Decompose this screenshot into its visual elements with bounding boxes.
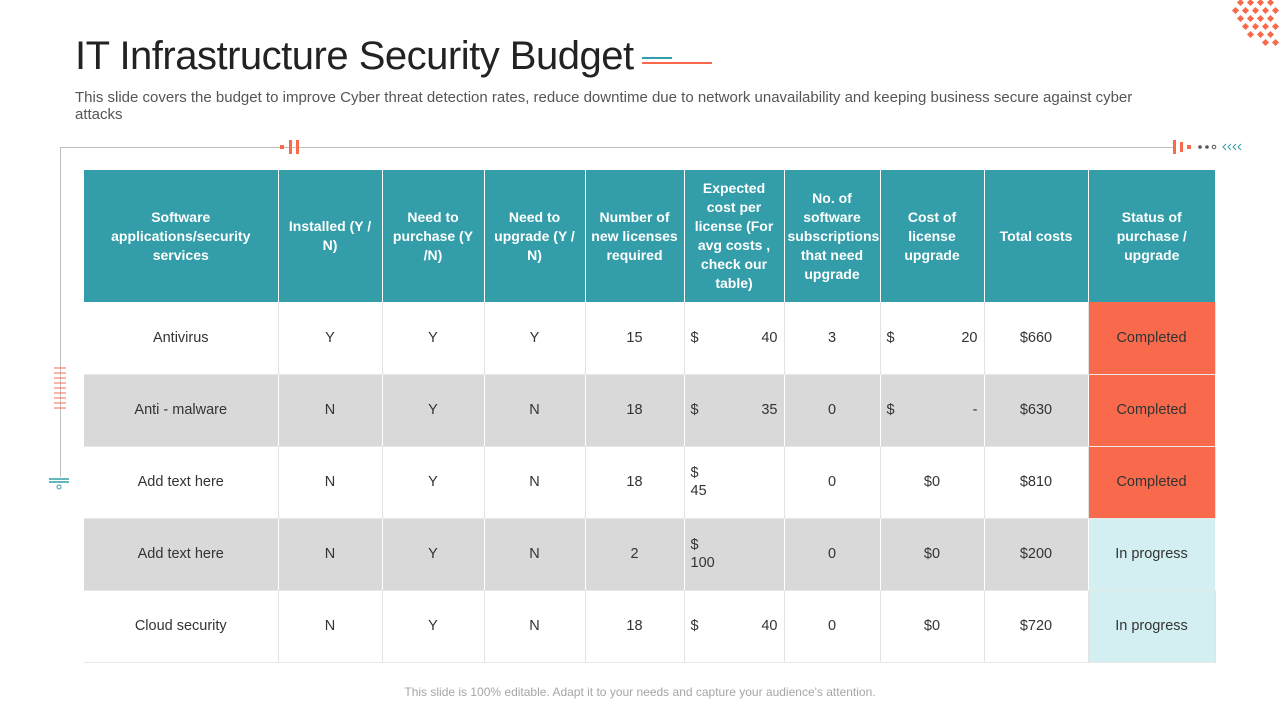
cell-need-upgrade: N <box>484 446 586 519</box>
cost-value: 45 <box>690 483 707 499</box>
header-upgrade-cost: Cost of license upgrade <box>880 170 985 302</box>
budget-table: Software applications/security services … <box>84 170 1216 663</box>
cell-total: $660 <box>984 302 1089 375</box>
cell-need-purchase: Y <box>382 374 485 447</box>
header-need-purchase: Need to purchase (Y /N) <box>382 170 485 302</box>
cell-need-purchase: Y <box>382 590 485 663</box>
cell-upgrade-cost: $ - <box>880 374 985 447</box>
cell-licenses: 15 <box>585 302 685 375</box>
currency-symbol: $ <box>690 402 699 418</box>
cell-upgrade-cost: $0 <box>880 446 985 519</box>
cell-name: Add text here <box>84 446 279 519</box>
frame-tick-marks-right <box>1173 140 1242 154</box>
title-accent-lines <box>642 57 712 64</box>
cell-licenses: 18 <box>585 374 685 447</box>
table-row: Anti - malware N Y N 18 $35 0 $ - $630 Co… <box>84 374 1216 447</box>
cell-need-upgrade: Y <box>484 302 586 375</box>
cell-upgrade-cost: $0 <box>880 590 985 663</box>
header-status: Status of purchase / upgrade <box>1088 170 1215 302</box>
cell-expected-cost: $100 <box>684 518 785 591</box>
currency-symbol: $ <box>886 402 895 418</box>
currency-symbol: $ <box>690 537 699 553</box>
cell-subscriptions: 0 <box>784 446 881 519</box>
cell-total: $630 <box>984 374 1089 447</box>
cell-need-upgrade: N <box>484 518 586 591</box>
cell-name: Add text here <box>84 518 279 591</box>
corner-dot-pattern <box>1231 0 1280 47</box>
cell-total: $200 <box>984 518 1089 591</box>
currency-symbol: $ <box>690 465 699 481</box>
table-row: Add text here N Y N 18 $45 0 $0 $810 Com… <box>84 446 1216 519</box>
cell-need-upgrade: N <box>484 590 586 663</box>
status-badge: In progress <box>1088 518 1216 591</box>
cell-expected-cost: $40 <box>684 590 785 663</box>
frame-tick-marks-left <box>280 140 299 154</box>
header-licenses: Number of new licenses required <box>585 170 685 302</box>
cell-need-purchase: Y <box>382 302 485 375</box>
cell-upgrade-cost: $20 <box>880 302 985 375</box>
currency-symbol: $ <box>690 329 699 346</box>
header-expected-cost: Expected cost per license (For avg costs… <box>684 170 785 302</box>
cell-need-purchase: Y <box>382 446 485 519</box>
slide-subtitle: This slide covers the budget to improve … <box>75 89 1133 123</box>
cell-upgrade-cost: $0 <box>880 518 985 591</box>
cell-installed: Y <box>278 302 383 375</box>
table-header-row: Software applications/security services … <box>84 170 1215 302</box>
cell-subscriptions: 0 <box>784 374 881 447</box>
table-row: Antivirus Y Y Y 15 $40 3 $20 $660 Comple… <box>84 302 1216 375</box>
cost-value: 40 <box>761 618 778 634</box>
cell-name: Antivirus <box>84 302 279 375</box>
cell-subscriptions: 3 <box>784 302 881 375</box>
cell-total: $720 <box>984 590 1089 663</box>
cell-need-purchase: Y <box>382 518 485 591</box>
currency-symbol: $ <box>690 618 699 634</box>
cell-subscriptions: 0 <box>784 590 881 663</box>
cost-value: 20 <box>961 329 978 346</box>
header-need-upgrade: Need to upgrade (Y / N) <box>484 170 586 302</box>
currency-symbol: $ <box>886 329 895 346</box>
cell-subscriptions: 0 <box>784 518 881 591</box>
frame-line-top <box>60 147 1175 148</box>
cell-installed: N <box>278 446 383 519</box>
status-badge: Completed <box>1088 374 1216 447</box>
cost-value: - <box>972 402 978 418</box>
cell-expected-cost: $40 <box>684 302 785 375</box>
slide-footer-note: This slide is 100% editable. Adapt it to… <box>404 685 876 699</box>
table-row: Add text here N Y N 2 $100 0 $0 $200 In … <box>84 518 1216 591</box>
header-total: Total costs <box>984 170 1089 302</box>
frame-line-left <box>60 147 61 477</box>
cell-licenses: 18 <box>585 590 685 663</box>
cell-expected-cost: $35 <box>684 374 785 447</box>
header-software: Software applications/security services <box>84 170 279 302</box>
cell-need-upgrade: N <box>484 374 586 447</box>
cell-installed: N <box>278 374 383 447</box>
status-badge: Completed <box>1088 446 1216 519</box>
cost-value: 35 <box>761 402 778 418</box>
cost-value: 40 <box>761 329 778 346</box>
cell-licenses: 18 <box>585 446 685 519</box>
header-subscriptions: No. of software subscriptions that need … <box>784 170 881 302</box>
cost-value: 100 <box>690 555 715 571</box>
frame-ground-mark <box>49 478 69 490</box>
status-badge: Completed <box>1088 302 1216 375</box>
frame-ruler-marks <box>54 367 66 409</box>
cell-installed: N <box>278 590 383 663</box>
cell-name: Anti - malware <box>84 374 279 447</box>
cell-total: $810 <box>984 446 1089 519</box>
slide-title: IT Infrastructure Security Budget <box>75 34 634 78</box>
header-installed: Installed (Y / N) <box>278 170 383 302</box>
cell-expected-cost: $45 <box>684 446 785 519</box>
table-row: Cloud security N Y N 18 $40 0 $0 $720 In… <box>84 590 1216 663</box>
cell-licenses: 2 <box>585 518 685 591</box>
cell-installed: N <box>278 518 383 591</box>
status-badge: In progress <box>1088 590 1216 663</box>
cell-name: Cloud security <box>84 590 279 663</box>
